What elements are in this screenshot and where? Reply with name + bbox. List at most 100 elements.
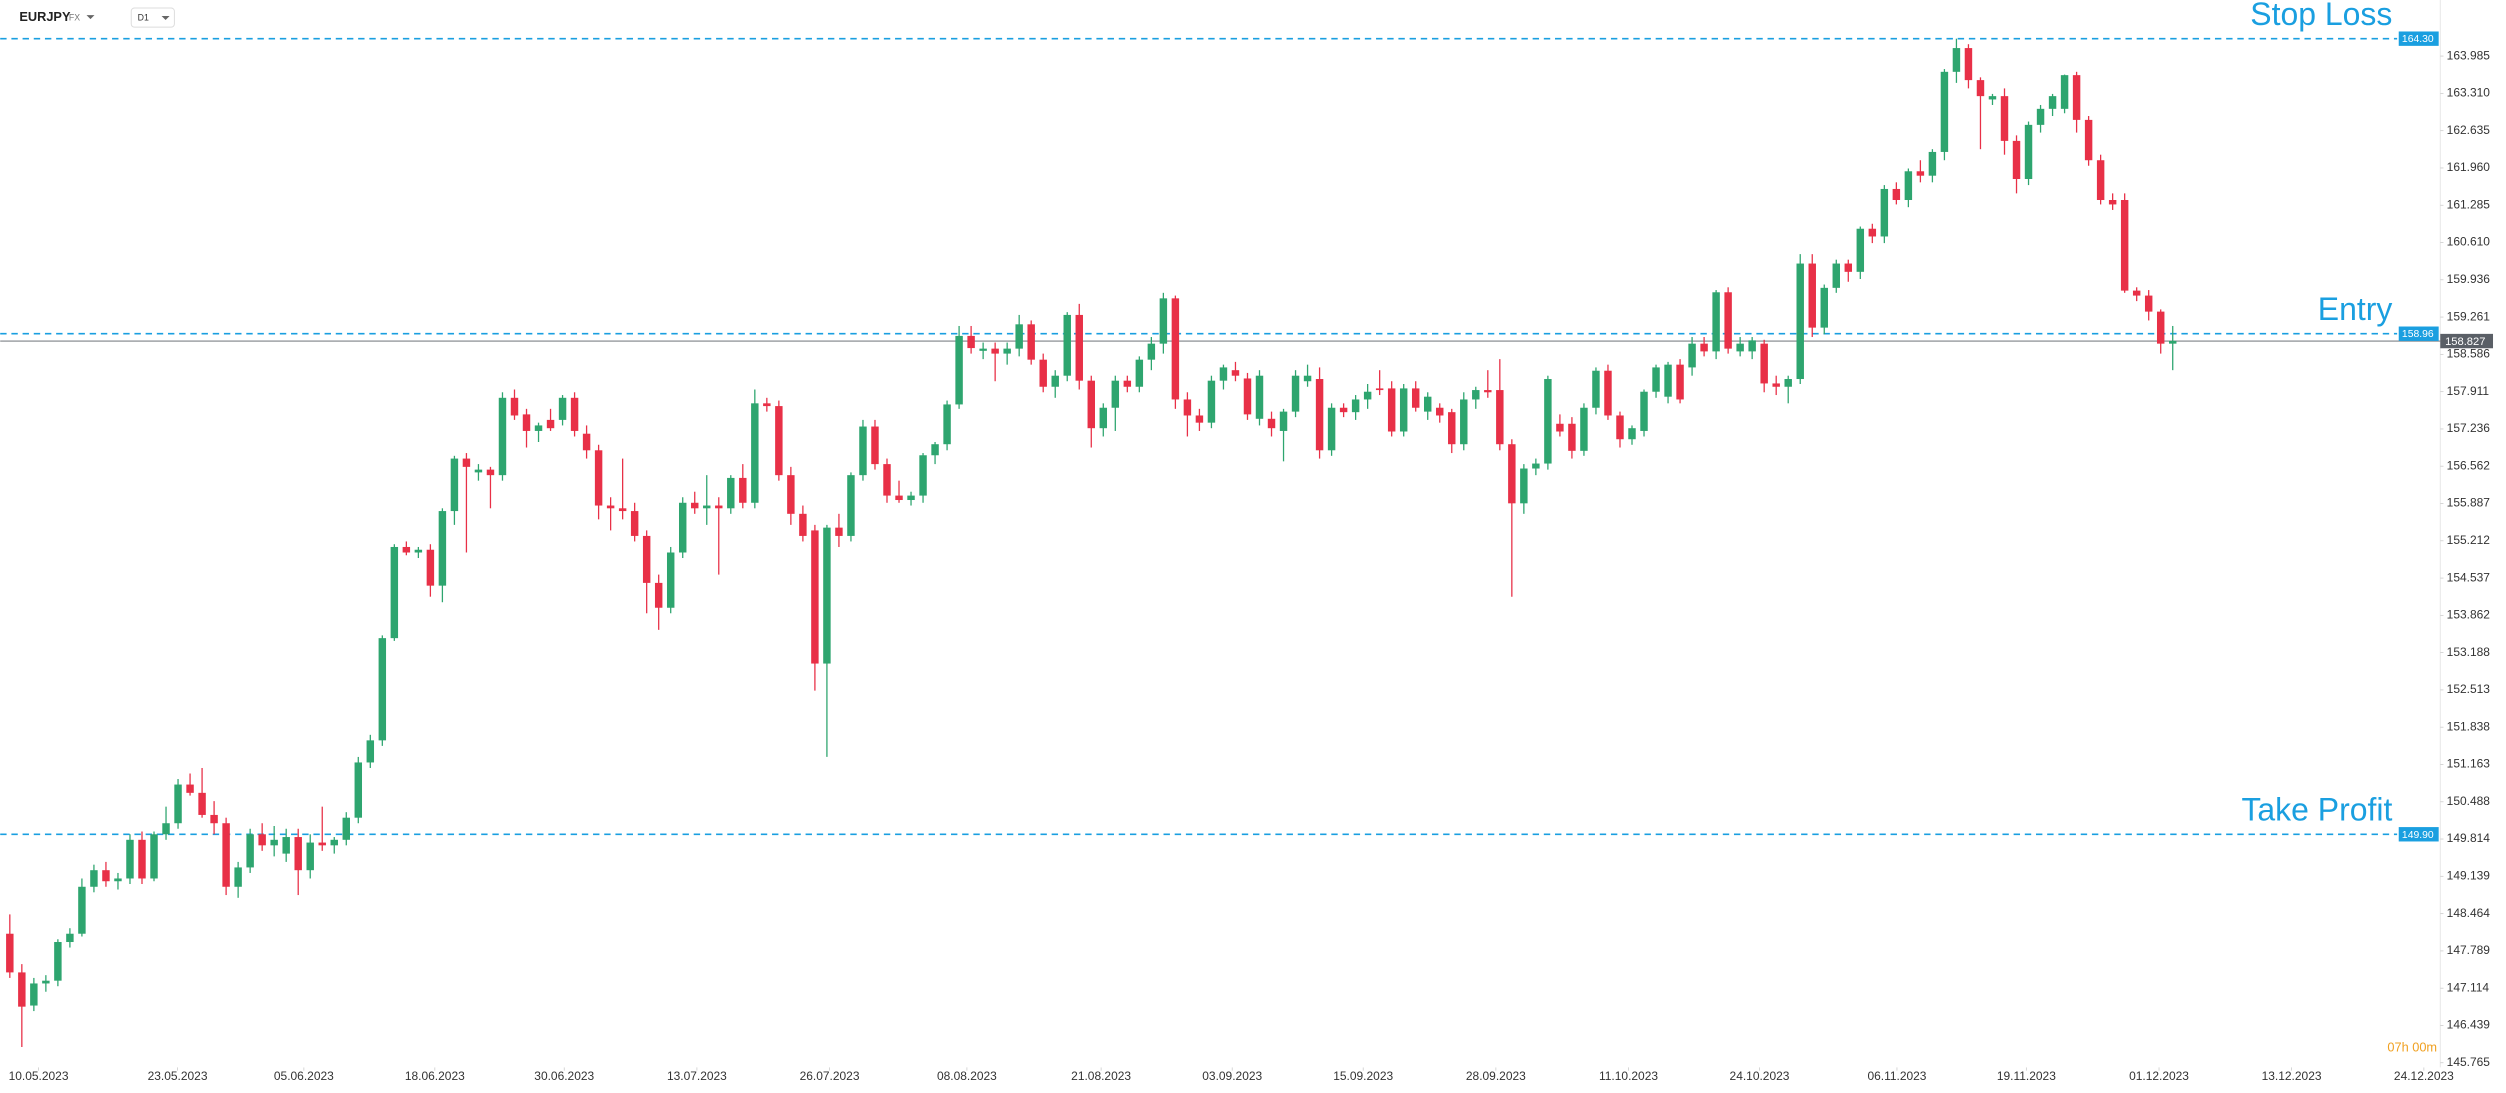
candle-body bbox=[186, 784, 194, 793]
candle-body bbox=[1652, 367, 1660, 392]
candle-body bbox=[1315, 379, 1324, 451]
y-tick-label: 161.960 bbox=[2447, 160, 2491, 174]
candle-body bbox=[1039, 359, 1047, 387]
candle-body bbox=[2156, 311, 2165, 344]
candle-body bbox=[2048, 96, 2057, 109]
y-tick-label: 153.188 bbox=[2447, 645, 2491, 659]
candle-body bbox=[1820, 287, 1828, 328]
candle-body bbox=[666, 552, 675, 608]
candle-body bbox=[775, 406, 783, 476]
y-tick-label: 147.114 bbox=[2447, 980, 2490, 994]
candle-body bbox=[342, 817, 350, 840]
y-tick-label: 150.488 bbox=[2447, 794, 2491, 808]
candle-body bbox=[1556, 423, 1564, 432]
candle-body bbox=[1688, 343, 1696, 368]
candle-body bbox=[847, 475, 855, 536]
candle-body bbox=[150, 834, 158, 879]
market: FX bbox=[69, 13, 80, 23]
candle-body bbox=[1051, 375, 1059, 387]
candle-body bbox=[498, 397, 507, 476]
level-name: Entry bbox=[2318, 291, 2393, 327]
candle-body bbox=[594, 450, 603, 506]
y-tick-label: 162.635 bbox=[2447, 123, 2491, 137]
y-tick-label: 148.464 bbox=[2447, 906, 2491, 920]
x-tick-label: 26.07.2023 bbox=[800, 1069, 860, 1083]
candle-body bbox=[1736, 343, 1744, 352]
candle-body bbox=[979, 348, 987, 351]
x-tick-label: 13.12.2023 bbox=[2262, 1069, 2322, 1083]
levels: Stop Loss Entry Take Profit bbox=[0, 0, 2441, 836]
x-tick-label: 05.06.2023 bbox=[274, 1069, 334, 1083]
candle-body bbox=[835, 527, 843, 536]
candle-body bbox=[1195, 415, 1204, 423]
candle-body bbox=[1243, 378, 1252, 415]
candle-body bbox=[1904, 171, 1913, 201]
candle-body bbox=[378, 638, 387, 741]
candle-body bbox=[1363, 391, 1372, 400]
x-tick-label: 15.09.2023 bbox=[1333, 1069, 1393, 1083]
candle-body bbox=[1291, 375, 1300, 412]
candle-body bbox=[2132, 290, 2141, 296]
candle-body bbox=[2144, 295, 2153, 312]
candle-body bbox=[1592, 370, 1600, 408]
candle-body bbox=[1339, 407, 1348, 413]
y-tick-label: 157.236 bbox=[2447, 421, 2491, 435]
candle-body bbox=[751, 403, 759, 503]
candle-body bbox=[1940, 71, 1949, 152]
candle-body bbox=[558, 397, 567, 420]
candle-body bbox=[1219, 367, 1228, 381]
candle-body bbox=[462, 458, 471, 467]
candle-body bbox=[1123, 380, 1132, 387]
candle-countdown: 07h 00m bbox=[2387, 1040, 2437, 1055]
symbol[interactable]: EURJPY bbox=[19, 9, 71, 24]
x-tick-label: 24.12.2023 bbox=[2394, 1069, 2454, 1083]
interval-select[interactable] bbox=[130, 7, 175, 28]
current-price-tag bbox=[2440, 333, 2494, 349]
level-name: Stop Loss bbox=[2250, 0, 2392, 32]
x-tick-label: 01.12.2023 bbox=[2129, 1069, 2189, 1083]
candle-body bbox=[1231, 370, 1240, 376]
candle-body bbox=[2084, 119, 2093, 161]
symbol-dropdown[interactable] bbox=[86, 15, 95, 20]
candle-body bbox=[1628, 428, 1636, 440]
y-tick-label: 159.936 bbox=[2447, 272, 2491, 286]
candle-body bbox=[2060, 75, 2069, 109]
candle-body bbox=[246, 834, 254, 868]
candle-body bbox=[522, 414, 531, 431]
candle-body bbox=[1928, 151, 1937, 176]
x-tick-label: 30.06.2023 bbox=[534, 1069, 594, 1083]
candle-body bbox=[354, 762, 363, 818]
candle-body bbox=[66, 933, 74, 943]
level-name: Take Profit bbox=[2241, 791, 2392, 827]
candle-body bbox=[330, 839, 338, 846]
x-tick-label: 11.10.2023 bbox=[1599, 1069, 1658, 1083]
candle-body bbox=[210, 814, 218, 824]
candle-body bbox=[234, 867, 242, 887]
candle-body bbox=[967, 335, 975, 349]
candles bbox=[6, 38, 2177, 1047]
candle-body bbox=[823, 527, 831, 664]
candle-body bbox=[6, 933, 14, 973]
candle-body bbox=[1147, 343, 1156, 360]
candle-body bbox=[1484, 390, 1492, 393]
x-tick-label: 10.05.2023 bbox=[9, 1069, 69, 1083]
candle-body bbox=[570, 397, 579, 431]
candle-body bbox=[1964, 48, 1973, 81]
interval-dropdown[interactable] bbox=[161, 15, 170, 20]
candle-body bbox=[799, 513, 807, 536]
candle-body bbox=[510, 397, 519, 416]
candle-body bbox=[1952, 48, 1961, 72]
candle-body bbox=[919, 455, 927, 496]
candle-body bbox=[1508, 444, 1516, 504]
candle-body bbox=[426, 549, 435, 586]
candle-body bbox=[991, 348, 999, 354]
candle-body bbox=[1796, 263, 1804, 380]
candle-body bbox=[2169, 340, 2177, 344]
candle-body bbox=[2072, 75, 2081, 120]
candle-body bbox=[895, 495, 903, 501]
candle-body bbox=[871, 426, 879, 465]
y-tick-label: 153.862 bbox=[2447, 608, 2491, 622]
candle-body bbox=[222, 823, 230, 887]
candle-body bbox=[42, 980, 50, 984]
candle-body bbox=[1003, 348, 1011, 354]
